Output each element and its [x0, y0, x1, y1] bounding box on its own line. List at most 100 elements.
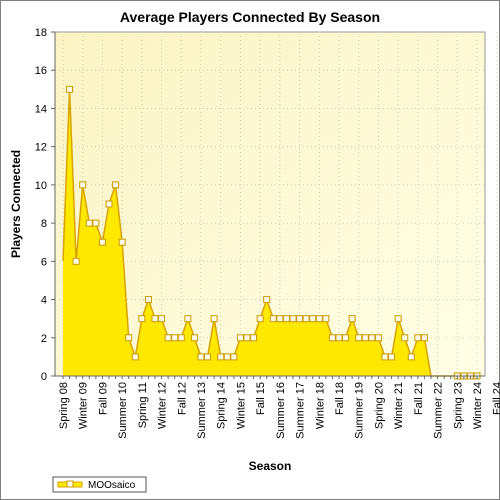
x-tick-label: Summer 22: [433, 382, 445, 439]
x-tick-label: Fall 09: [97, 382, 109, 415]
data-point: [171, 334, 179, 342]
data-point: [85, 219, 93, 227]
data-point: [177, 334, 185, 342]
data-point: [164, 334, 172, 342]
data-point: [368, 334, 376, 342]
data-point: [381, 353, 389, 361]
y-tick-label: 18: [35, 27, 47, 39]
data-point: [112, 181, 120, 189]
x-tick-label: Summer 19: [354, 382, 366, 439]
x-tick-label: Spring 14: [216, 382, 228, 429]
data-point: [66, 85, 74, 93]
data-point: [79, 181, 87, 189]
x-tick-label: Fall 24: [492, 382, 500, 415]
data-point: [322, 315, 330, 323]
data-point: [230, 353, 238, 361]
data-point: [144, 296, 152, 304]
data-point: [98, 238, 106, 246]
x-tick-label: Spring 11: [137, 382, 149, 428]
data-point: [335, 334, 343, 342]
x-tick-label: Spring 08: [58, 382, 70, 429]
x-tick-label: Winter 18: [314, 382, 326, 429]
data-point: [204, 353, 212, 361]
data-point: [328, 334, 336, 342]
data-point: [92, 219, 100, 227]
y-tick-label: 10: [35, 180, 47, 192]
data-point: [407, 353, 415, 361]
y-tick-label: 14: [35, 103, 47, 115]
y-tick-label: 4: [41, 295, 47, 307]
x-axis-title: Season: [249, 459, 292, 473]
data-point: [355, 334, 363, 342]
data-point: [420, 334, 428, 342]
data-point: [348, 315, 356, 323]
y-tick-label: 12: [35, 142, 47, 154]
data-point: [250, 334, 258, 342]
data-point: [374, 334, 382, 342]
data-point: [361, 334, 369, 342]
data-point: [414, 334, 422, 342]
data-point: [210, 315, 218, 323]
data-point: [236, 334, 244, 342]
data-point: [105, 200, 113, 208]
data-point: [342, 334, 350, 342]
data-point: [296, 315, 304, 323]
data-point: [125, 334, 133, 342]
marker-layer: [66, 85, 481, 380]
y-tick-label: 8: [41, 218, 47, 230]
data-point: [263, 296, 271, 304]
x-tick-label: Winter 12: [157, 382, 169, 429]
x-tick-label: Spring 20: [373, 382, 385, 429]
data-point: [217, 353, 225, 361]
data-point: [184, 315, 192, 323]
series-line: [62, 89, 477, 377]
data-point: [243, 334, 251, 342]
data-point: [388, 353, 396, 361]
y-axis-title: Players Connected: [9, 150, 23, 258]
data-point: [276, 315, 284, 323]
chart-title: Average Players Connected By Season: [120, 9, 380, 25]
x-tick-label: Summer 10: [117, 382, 129, 439]
y-tick-label: 6: [41, 256, 47, 268]
legend-marker: [66, 480, 74, 488]
x-tick-label: Winter 24: [472, 382, 484, 429]
data-point: [315, 315, 323, 323]
axis-layer: 0 2 4 6 8 10 12 14 16 18 Spring 08 Winter 09 Fall 09…: [35, 27, 500, 439]
data-point: [302, 315, 310, 323]
data-point: [309, 315, 317, 323]
x-tick-label: Spring 23: [452, 382, 464, 429]
data-point: [197, 353, 205, 361]
data-point: [282, 315, 290, 323]
x-tick-label: Summer 13: [196, 382, 208, 439]
data-point: [138, 315, 146, 323]
x-tick-label: Summer 16: [275, 382, 287, 439]
x-tick-label: Fall 15: [255, 382, 267, 415]
data-point: [118, 238, 126, 246]
x-tick-label: Winter 09: [78, 382, 90, 429]
data-point: [256, 315, 264, 323]
x-tick-label: Winter 15: [235, 382, 247, 429]
data-point: [289, 315, 297, 323]
x-tick-label: Fall 18: [334, 382, 346, 415]
y-tick-label: 0: [41, 371, 47, 383]
data-point: [151, 315, 159, 323]
data-point: [223, 353, 231, 361]
data-point: [190, 334, 198, 342]
x-tick-label: Summer 17: [295, 382, 307, 439]
data-point: [401, 334, 409, 342]
legend-label: MOOsaico: [88, 480, 136, 491]
legend-box: [52, 476, 147, 493]
x-tick-label: Fall 21: [413, 382, 425, 415]
x-tick-label: Fall 12: [176, 382, 188, 415]
data-point: [269, 315, 277, 323]
data-point: [394, 315, 402, 323]
legend: MOOsaico: [52, 476, 147, 493]
data-point: [131, 353, 139, 361]
y-tick-label: 2: [41, 333, 47, 345]
data-point: [72, 257, 80, 265]
y-tick-label: 16: [35, 65, 47, 77]
x-tick-label: Winter 21: [393, 382, 405, 429]
data-point: [158, 315, 166, 323]
grid: [55, 32, 498, 376]
